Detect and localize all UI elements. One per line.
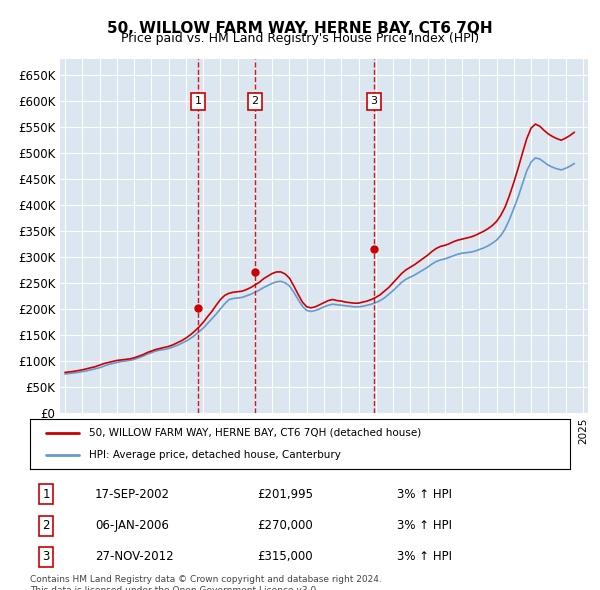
Text: 2: 2 — [43, 519, 50, 532]
Text: 06-JAN-2006: 06-JAN-2006 — [95, 519, 169, 532]
Text: 50, WILLOW FARM WAY, HERNE BAY, CT6 7QH (detached house): 50, WILLOW FARM WAY, HERNE BAY, CT6 7QH … — [89, 428, 422, 438]
Text: Price paid vs. HM Land Registry's House Price Index (HPI): Price paid vs. HM Land Registry's House … — [121, 32, 479, 45]
Text: £315,000: £315,000 — [257, 550, 313, 563]
Text: 1: 1 — [195, 97, 202, 106]
Text: Contains HM Land Registry data © Crown copyright and database right 2024.
This d: Contains HM Land Registry data © Crown c… — [30, 575, 382, 590]
Text: 3: 3 — [43, 550, 50, 563]
Text: £201,995: £201,995 — [257, 488, 313, 501]
Text: 3% ↑ HPI: 3% ↑ HPI — [397, 550, 452, 563]
Text: HPI: Average price, detached house, Canterbury: HPI: Average price, detached house, Cant… — [89, 450, 341, 460]
Text: 3% ↑ HPI: 3% ↑ HPI — [397, 519, 452, 532]
Text: 1: 1 — [43, 488, 50, 501]
Text: 2: 2 — [251, 97, 259, 106]
Text: 27-NOV-2012: 27-NOV-2012 — [95, 550, 173, 563]
Text: 3% ↑ HPI: 3% ↑ HPI — [397, 488, 452, 501]
Text: £270,000: £270,000 — [257, 519, 313, 532]
Text: 3: 3 — [371, 97, 377, 106]
Text: 50, WILLOW FARM WAY, HERNE BAY, CT6 7QH: 50, WILLOW FARM WAY, HERNE BAY, CT6 7QH — [107, 21, 493, 35]
Text: 17-SEP-2002: 17-SEP-2002 — [95, 488, 170, 501]
